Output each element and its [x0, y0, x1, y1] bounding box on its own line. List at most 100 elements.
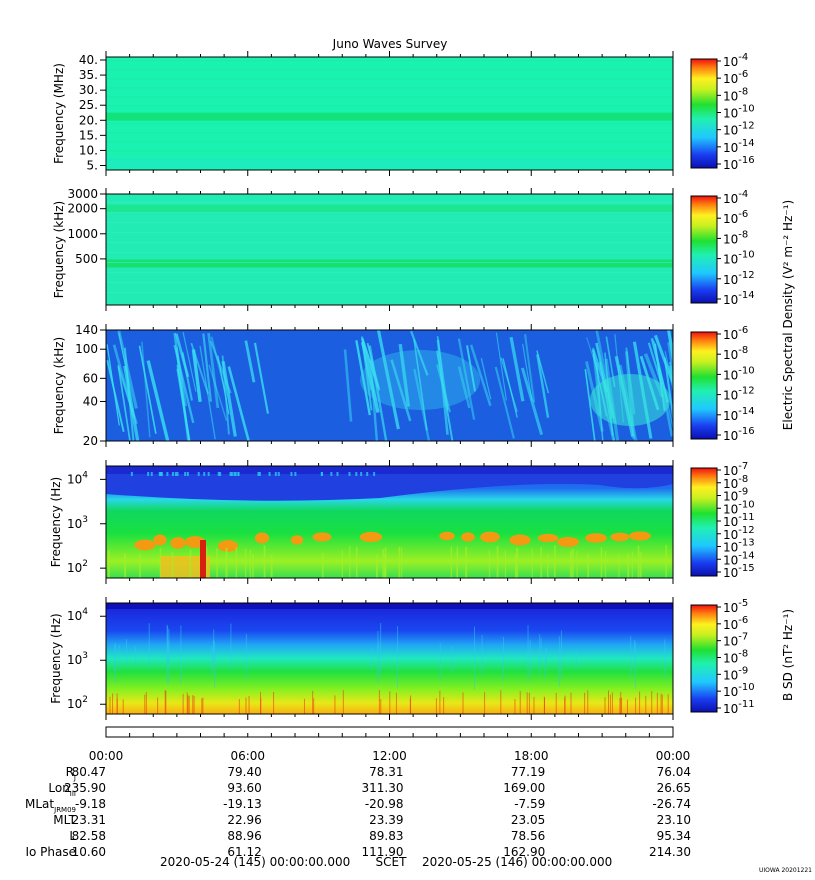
emission-patch: [360, 350, 480, 410]
y-tick-label: 60: [83, 371, 98, 385]
fine-structure: [258, 472, 261, 476]
ephemeris-row-label: MLT: [53, 813, 76, 827]
colorbar-tick-label: 10-14: [723, 138, 755, 155]
fine-structure: [230, 472, 233, 476]
fine-structure: [147, 472, 150, 476]
horizontal-stripe: [106, 150, 673, 152]
ephemeris-value: 23.31: [72, 813, 106, 827]
fine-structure: [207, 472, 210, 476]
ephemeris-value: -26.74: [652, 797, 691, 811]
colorbar: [690, 467, 718, 577]
emission-blob: [556, 536, 580, 548]
colorbar-tick-label: 10-11: [723, 512, 755, 529]
spectrogram-image: [106, 194, 673, 305]
spectrogram-panel-1: 40.35.30.25.20.15.10.5. Frequency (MHz) 10…: [52, 51, 755, 176]
colorbar-tick-label: 10-5: [723, 598, 748, 615]
emission-streak: [362, 343, 372, 390]
ephemeris-value: 95.34: [657, 829, 691, 843]
spectrogram-image: [106, 466, 673, 578]
horizontal-stripe: [106, 123, 673, 125]
y-tick-label: 1000: [67, 227, 98, 241]
fine-structure: [355, 472, 358, 476]
ephemeris-value: 88.96: [227, 829, 261, 843]
horizontal-stripe: [106, 132, 673, 134]
time-label: 18:00: [514, 749, 549, 763]
emission-blob: [217, 540, 239, 552]
fine-structure: [234, 472, 237, 476]
emission-streak: [390, 359, 412, 422]
horizontal-stripe: [106, 282, 673, 283]
fine-structure: [233, 472, 236, 476]
y-tick-label: 30.: [79, 83, 98, 97]
ephemeris-value: 79.40: [227, 765, 261, 779]
top-band: [106, 603, 673, 609]
horizontal-stripe: [106, 96, 673, 98]
emission-streak: [343, 349, 353, 422]
emission-streak: [520, 367, 544, 436]
footer-stamp: UIOWA 20201221: [759, 867, 812, 874]
horizontal-stripe: [106, 87, 673, 89]
ephemeris-row-label: MLatJRM09: [25, 797, 76, 814]
ephemeris-value: 93.60: [227, 781, 261, 795]
emission-streak: [146, 360, 170, 441]
colorbar-tick-label: 10-15: [723, 563, 755, 580]
emission-streak: [217, 355, 230, 415]
colorbar-tick-label: 10-14: [723, 406, 755, 423]
ephemeris-value: -20.98: [365, 797, 404, 811]
colorbar-tick-label: 10-14: [723, 290, 755, 307]
ephemeris-row-label: RJ: [66, 765, 76, 782]
colorbar-tick-label: 10-8: [723, 86, 748, 103]
fine-structure: [150, 472, 153, 476]
horizontal-stripe: [106, 105, 673, 107]
emission-streak: [174, 333, 190, 378]
emission-blob: [153, 534, 167, 546]
ephemeris-value: -19.13: [223, 797, 262, 811]
fine-structure: [171, 472, 174, 476]
emission-streak: [244, 340, 256, 383]
y-axis-label: Frequency (Hz): [49, 613, 63, 704]
colorbar-tick-label: 10-13: [723, 538, 755, 555]
emission-blob: [170, 537, 186, 549]
colorbar-tick-label: 10-10: [723, 250, 755, 267]
emission-blob: [290, 535, 304, 545]
ephemeris-value: 23.10: [657, 813, 691, 827]
y-axis-label: Frequency (kHz): [52, 337, 66, 434]
fine-structure: [217, 472, 220, 476]
y-axis-label: Frequency (Hz): [49, 477, 63, 568]
ephemeris-value: 169.00: [503, 781, 545, 795]
scet-start: 2020-05-24 (145) 00:00:00.000: [160, 855, 350, 869]
horizontal-stripe: [106, 292, 673, 293]
spectrogram-panel-3: 140 100 60 40 20 Frequency (kHz) 10-6 10-8 10-10…: [52, 323, 755, 448]
horizontal-stripe: [106, 60, 673, 62]
emission-blob: [359, 531, 383, 543]
emission-blob: [312, 532, 332, 542]
spectrogram-panel-4: 104 103 102 Frequency (Hz) 10-710-810-910-10…: [49, 460, 755, 584]
colorbar-tick-label: 10-8: [723, 345, 748, 362]
ephemeris-value: 22.96: [227, 813, 261, 827]
ephemeris-value: 89.83: [369, 829, 403, 843]
ephemeris-value: 78.56: [511, 829, 545, 843]
ephemeris-row-label: LonIII: [48, 781, 76, 798]
y-tick-label: 25.: [79, 98, 98, 112]
emission-streak: [469, 344, 492, 407]
y-tick-label: 102: [67, 695, 88, 711]
horizontal-stripe: [106, 78, 673, 80]
emission-blob: [509, 534, 531, 546]
emission-streak: [584, 369, 596, 441]
emission-streak: [138, 345, 157, 434]
y-tick-label: 5.: [87, 158, 98, 172]
emission-streak: [199, 345, 216, 440]
emission-streak: [355, 340, 371, 416]
emission-streak: [667, 330, 673, 366]
emission-streak: [106, 360, 125, 433]
fine-structure: [274, 472, 277, 476]
emission-patch: [590, 374, 670, 426]
colorbar-tick-label: 10-10: [723, 682, 755, 699]
y-tick-label: 40.: [79, 53, 98, 67]
emission-streak: [221, 361, 237, 437]
colorbar-tick-label: 10-12: [723, 386, 755, 403]
emission-streak: [366, 342, 381, 391]
y-tick-label: 20: [83, 434, 98, 448]
fine-structure: [237, 472, 240, 476]
